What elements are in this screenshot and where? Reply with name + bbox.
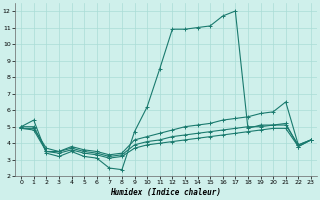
X-axis label: Humidex (Indice chaleur): Humidex (Indice chaleur) xyxy=(110,188,221,197)
